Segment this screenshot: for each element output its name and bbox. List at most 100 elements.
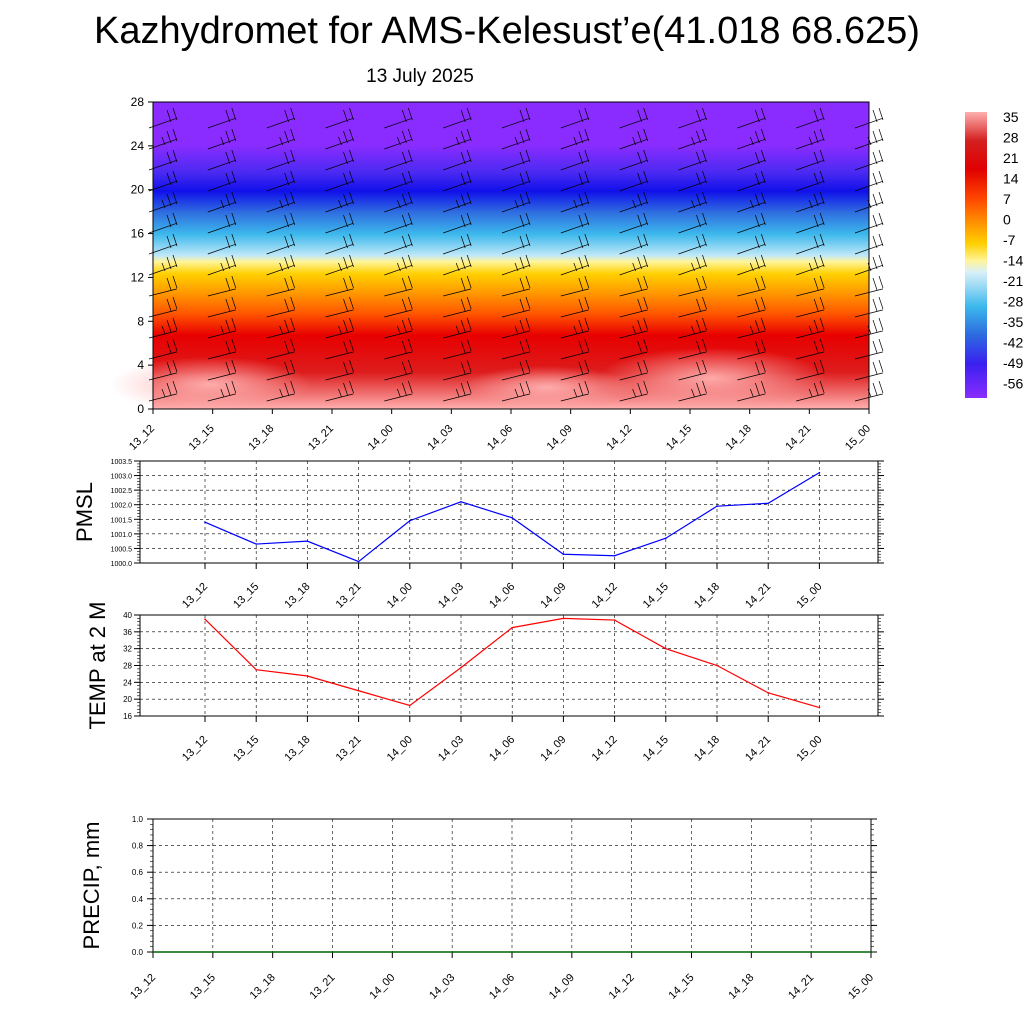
- y-tick-label: 20: [131, 183, 145, 197]
- wind-barb: [325, 170, 354, 192]
- wind-barb: [678, 233, 707, 255]
- y-tick-label: 1.0: [132, 815, 144, 824]
- wind-barb: [619, 128, 648, 150]
- wind-barb: [678, 254, 707, 276]
- wind-barb: [266, 128, 295, 150]
- wind-barb: [325, 233, 354, 255]
- wind-barb: [737, 191, 766, 213]
- panel-frame: [139, 460, 879, 564]
- wind-barb: [207, 359, 237, 381]
- wind-barb: [619, 191, 648, 213]
- wind-barb: [443, 254, 472, 276]
- x-tick-label: 13_18: [282, 734, 312, 764]
- x-tick-label: 14_09: [538, 581, 568, 611]
- wind-barb: [501, 380, 531, 402]
- data-point: [255, 543, 257, 545]
- wind-barb: [796, 212, 825, 234]
- y-axis-label: PRECIP, mm: [79, 822, 104, 950]
- wind-barb: [737, 107, 766, 129]
- wind-barb: [148, 170, 178, 192]
- wind-barb: [501, 338, 531, 360]
- wind-barb: [384, 317, 413, 339]
- x-tick-label: 13_15: [231, 734, 261, 764]
- x-tick-label: 13_12: [128, 972, 158, 1002]
- y-tick-label: 1001.5: [111, 517, 133, 524]
- x-tick-label: 14_21: [743, 734, 773, 764]
- x-tick-label: 13_15: [188, 972, 218, 1002]
- wind-barb: [207, 254, 237, 276]
- colorbar-label: 28: [1003, 130, 1019, 146]
- wind-barb: [501, 275, 531, 297]
- y-tick-label: 32: [123, 645, 132, 654]
- y-axis-label: TEMP at 2 M: [85, 602, 110, 730]
- wind-barb: [501, 149, 531, 171]
- y-tick-label: 36: [123, 628, 132, 637]
- wind-barb: [384, 296, 413, 318]
- colorbar-label: -28: [1003, 294, 1023, 310]
- wind-barb: [325, 317, 354, 339]
- wind-barb: [560, 338, 590, 360]
- wind-barb: [501, 191, 531, 213]
- x-tick-label: 14_03: [436, 734, 466, 764]
- wind-barb: [325, 380, 354, 402]
- wind-barb: [148, 275, 178, 297]
- x-tick-label: 13_21: [306, 423, 336, 453]
- wind-barb: [148, 212, 178, 234]
- wind-barb: [207, 107, 237, 129]
- data-point: [818, 706, 821, 709]
- y-tick-label: 0: [137, 402, 144, 416]
- y-tick-label: 28: [123, 662, 132, 671]
- wind-barb: [443, 212, 472, 234]
- data-point: [306, 540, 309, 542]
- wind-barb: [678, 107, 707, 129]
- x-tick-label: 14_09: [547, 972, 577, 1002]
- wind-barb: [148, 296, 178, 318]
- y-tick-label: 28: [131, 95, 145, 109]
- wind-barb: [796, 254, 825, 276]
- colorbar-label: 14: [1003, 171, 1019, 187]
- wind-barb: [325, 275, 354, 297]
- wind-barb: [619, 107, 648, 129]
- wind-barb: [796, 317, 825, 339]
- x-tick-label: 14_18: [692, 734, 722, 764]
- wind-barb: [443, 149, 472, 171]
- x-tick-label: 14_21: [783, 423, 813, 453]
- x-tick-label: 14_15: [664, 423, 694, 453]
- wind-barb: [501, 359, 531, 381]
- wind-barb: [443, 191, 472, 213]
- x-tick-label: 13_15: [187, 423, 217, 453]
- y-tick-label: 0.0: [132, 948, 144, 957]
- wind-barb: [737, 149, 766, 171]
- colorbar-label: -42: [1003, 335, 1023, 351]
- wind-barb: [501, 296, 531, 318]
- wind-barb: [148, 380, 178, 402]
- y-tick-label: 1002.0: [111, 503, 133, 510]
- x-tick-label: 14_12: [604, 423, 634, 453]
- wind-barb: [384, 212, 413, 234]
- wind-barb: [501, 317, 531, 339]
- wind-barb: [384, 359, 413, 381]
- x-tick-label: 13_12: [180, 734, 210, 764]
- wind-barb: [737, 380, 766, 402]
- wind-barb: [384, 128, 413, 150]
- y-tick-label: 20: [123, 695, 132, 704]
- data-point: [460, 666, 462, 669]
- wind-barb: [266, 149, 295, 171]
- wind-barb: [207, 170, 237, 192]
- wind-barb: [501, 170, 531, 192]
- data-point: [511, 517, 513, 519]
- x-tick-label: 13_12: [180, 581, 210, 611]
- wind-barb: [796, 149, 825, 171]
- y-tick-label: 0.6: [132, 868, 144, 877]
- wind-barb: [384, 107, 413, 129]
- wind-barb: [619, 254, 648, 276]
- wind-barb: [678, 338, 707, 360]
- wind-barb: [560, 107, 590, 129]
- wind-barb: [207, 149, 237, 171]
- wind-barb: [266, 296, 295, 318]
- y-tick-label: 12: [131, 270, 145, 284]
- wind-barb: [737, 359, 766, 381]
- x-tick-label: 13_18: [282, 581, 312, 611]
- x-tick-label: 14_06: [485, 423, 515, 453]
